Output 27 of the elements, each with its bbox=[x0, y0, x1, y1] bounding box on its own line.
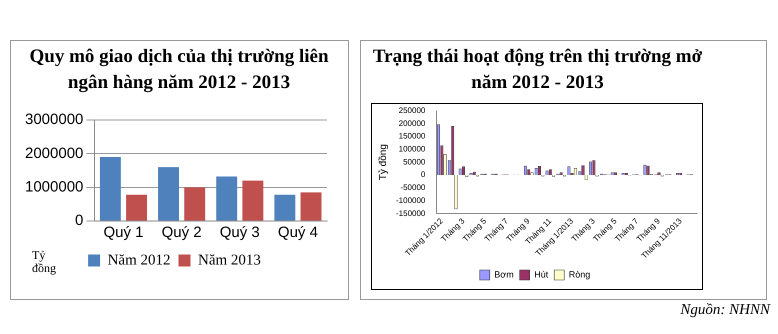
legend-label: Bơm bbox=[494, 269, 514, 280]
legend-label: Năm 2012 bbox=[108, 252, 171, 268]
legend-label: Hút bbox=[534, 269, 549, 280]
y-tick-label: 1000000 bbox=[24, 178, 84, 196]
legend-label: Năm 2013 bbox=[198, 252, 261, 268]
y-tick-label: 200000 bbox=[398, 118, 426, 128]
y-tick-label: 100000 bbox=[398, 144, 426, 154]
y-tick-label: 2000000 bbox=[24, 144, 84, 162]
y-tick-label: -100000 bbox=[396, 196, 426, 205]
y-axis-title: Tỷ đồng bbox=[378, 144, 389, 180]
x-tick-label: Quý 4 bbox=[278, 224, 318, 242]
y-tick-label: 0 bbox=[420, 170, 426, 180]
chart-title: Quy mô giao dịch của thị trường liên ngân hàng năm 2012 - 2013 bbox=[28, 45, 330, 95]
y-tick-label: 250000 bbox=[398, 106, 426, 116]
y-tick-label: -50000 bbox=[400, 183, 426, 192]
chart-title: Trạng thái hoạt động trên thị trường mở năm 2012 - 2013 bbox=[372, 45, 704, 95]
text: Nguồn: NHNN bbox=[679, 302, 770, 319]
x-tick-label: Quý 1 bbox=[103, 224, 144, 242]
y-tick-label: 50000 bbox=[403, 157, 426, 166]
y-tick-label: 3000000 bbox=[24, 111, 84, 128]
legend-label: Ròng bbox=[568, 269, 590, 280]
text: Tỷ đồng bbox=[32, 248, 57, 275]
y-tick-label: 0 bbox=[75, 212, 84, 230]
x-tick-label: Quý 3 bbox=[220, 224, 260, 242]
y-tick-label: 150000 bbox=[398, 132, 426, 141]
y-tick-label: -150000 bbox=[396, 208, 426, 218]
x-tick-label: Quý 2 bbox=[162, 224, 202, 242]
